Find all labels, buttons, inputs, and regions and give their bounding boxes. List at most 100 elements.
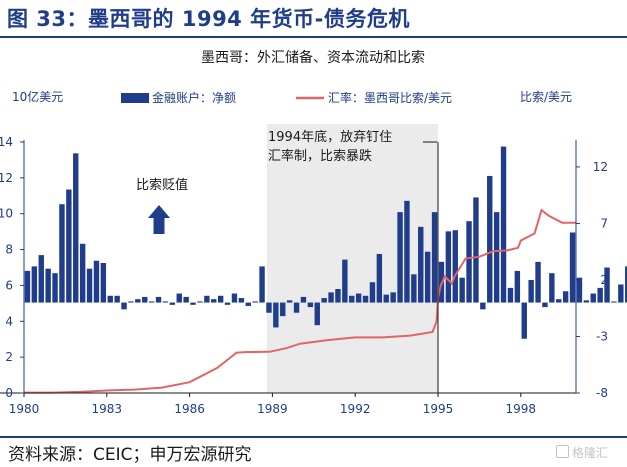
bar: [176, 293, 182, 303]
bar: [418, 226, 424, 303]
bar: [611, 301, 617, 303]
bar: [445, 231, 452, 303]
callout-line-1: 1994年底，放弃钉住: [268, 129, 392, 145]
bar: [66, 189, 72, 303]
x-tick-label: 1989: [257, 402, 288, 416]
footer-divider: [0, 436, 627, 438]
bar: [404, 200, 410, 303]
bar: [231, 293, 238, 303]
bar: [183, 296, 189, 303]
bar: [79, 243, 86, 303]
bar: [549, 273, 555, 303]
bar: [190, 302, 196, 305]
y-left-tick-label: 0: [5, 386, 13, 400]
bar: [224, 302, 231, 305]
x-tick-label: 1983: [92, 402, 123, 416]
legend-line-label: 汇率：墨西哥比索/美元: [328, 90, 452, 105]
chart-title: 墨西哥：外汇储备、资本流动和比索: [201, 49, 425, 66]
bar: [528, 279, 534, 303]
bar: [217, 295, 224, 303]
watermark-text: 格隆汇: [572, 446, 609, 460]
exchange-rate-line: [24, 208, 576, 394]
callout-line-2: 汇率制，比索暴跌: [268, 148, 372, 164]
bar: [114, 295, 120, 303]
bar: [576, 277, 583, 303]
bar: [73, 153, 79, 303]
y-right-axis-label: 比索/美元: [520, 90, 572, 104]
bar: [273, 302, 279, 328]
y-left-axis-label: 10亿美元: [12, 89, 63, 104]
bar: [314, 302, 320, 326]
bar: [625, 266, 627, 303]
bar: [31, 266, 38, 303]
x-ticks: 1980 1983 1986 1989 1992 1995 1998: [9, 393, 536, 416]
y-left-tick-label: 14: [0, 135, 13, 149]
bar: [431, 212, 438, 303]
bar: [162, 301, 169, 303]
bar: [556, 299, 562, 303]
y-left-tick-label: 8: [5, 243, 13, 257]
header: 图 33：墨西哥的 1994 年货币-债务危机: [0, 0, 627, 38]
bar: [355, 293, 362, 303]
bar: [362, 295, 369, 303]
y-left-tick-label: 10: [0, 207, 13, 221]
bar: [252, 301, 258, 303]
bar: [500, 146, 507, 303]
bar: [211, 299, 217, 303]
up-arrow-icon: [148, 205, 170, 234]
bar: [321, 298, 327, 303]
y-left-ticks: 0 2 4 6 8 10 12 14: [0, 135, 24, 400]
bar: [204, 295, 210, 303]
x-tick-label: 1998: [506, 402, 537, 416]
bar: [390, 292, 396, 303]
bar: [424, 251, 431, 303]
bar: [597, 287, 603, 303]
bar: [86, 268, 93, 303]
bar: [93, 260, 100, 303]
bar: [521, 302, 527, 339]
y-right-tick-label: 12: [593, 160, 608, 174]
bar: [24, 270, 31, 303]
y-right-tick-label: -3: [596, 329, 608, 343]
x-tick-label: 1980: [9, 402, 40, 416]
bar: [397, 212, 403, 303]
y-right-tick-label: 7: [600, 216, 608, 230]
bar: [128, 301, 134, 303]
bar: [266, 302, 272, 313]
bar: [473, 197, 479, 303]
y-left-tick-label: 4: [5, 314, 13, 328]
bar: [618, 284, 624, 303]
bar: [59, 204, 65, 303]
bar: [328, 292, 334, 303]
y-right-ticks: -8 -3 2 7 12: [576, 160, 608, 400]
bar: [376, 253, 383, 303]
y-right-tick-label: -8: [596, 386, 608, 400]
legend-bar-label: 金融账户：净额: [152, 90, 236, 105]
bar: [335, 289, 341, 303]
bar: [121, 302, 127, 310]
logo-icon: [556, 445, 569, 458]
bar: [280, 302, 286, 317]
bar: [293, 302, 300, 313]
bar: [245, 302, 251, 306]
bar: [583, 300, 590, 303]
legend: 金融账户：净额 汇率：墨西哥比索/美元: [121, 90, 452, 105]
bar: [493, 212, 500, 303]
bar: [286, 300, 293, 303]
bar: [459, 277, 465, 303]
x-tick-label: 1995: [423, 402, 454, 416]
devaluation-annotation: 比索贬值: [136, 177, 188, 193]
bar: [300, 296, 307, 303]
bar: [487, 175, 493, 303]
y-right-tick-label: 2: [600, 273, 608, 287]
bar: [480, 302, 486, 310]
bar: [452, 230, 458, 303]
bar: [342, 259, 348, 303]
bar: [514, 270, 521, 303]
crisis-period-shading: [266, 124, 438, 393]
bar: [148, 301, 155, 303]
bar: [535, 261, 541, 303]
bar: [52, 273, 58, 303]
bar: [569, 232, 576, 303]
